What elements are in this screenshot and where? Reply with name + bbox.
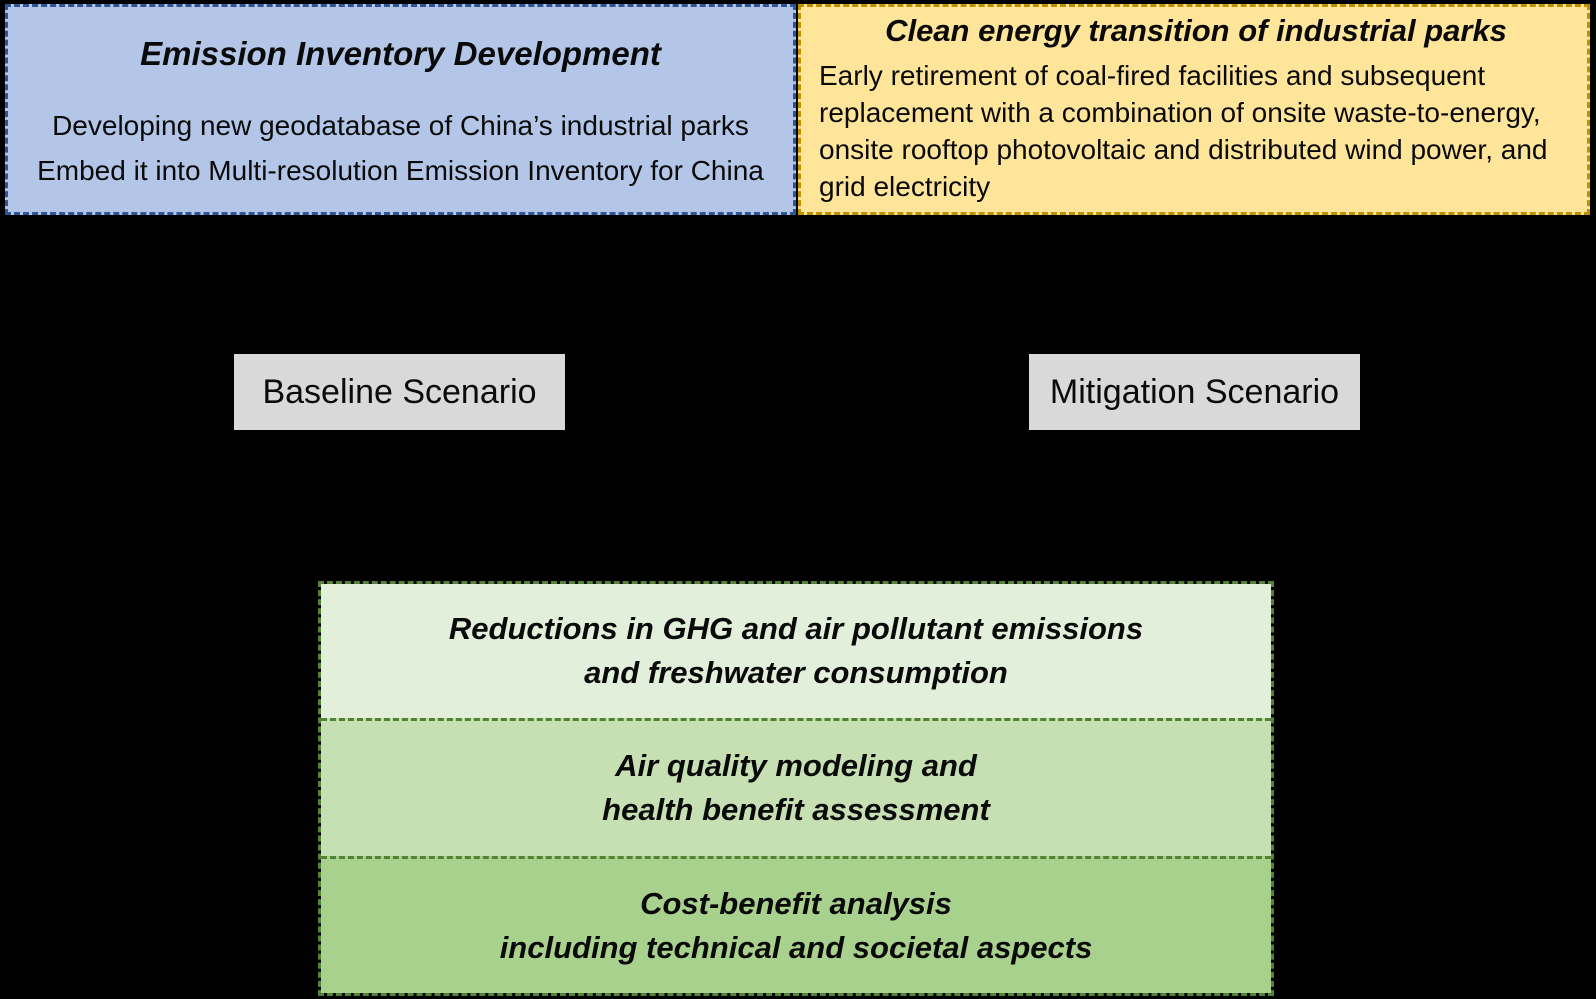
outcome-air-quality-line-2: health benefit assessment (602, 792, 990, 828)
clean-energy-transition-box: Clean energy transition of industrial pa… (798, 4, 1590, 215)
baseline-scenario-box: Baseline Scenario (234, 354, 565, 430)
outcome-cost-benefit-line-2: including technical and societal aspects (499, 929, 1093, 965)
emission-inventory-box: Emission Inventory Development Developin… (5, 4, 796, 215)
clean-energy-transition-title: Clean energy transition of industrial pa… (885, 13, 1507, 48)
emission-inventory-line-1: Developing new geodatabase of China’s in… (52, 110, 749, 141)
baseline-scenario-label: Baseline Scenario (262, 372, 537, 411)
outcomes-stack: Reductions in GHG and air pollutant emis… (318, 581, 1274, 996)
outcome-emissions-reduction-section: Reductions in GHG and air pollutant emis… (321, 584, 1271, 719)
outcome-air-quality-section: Air quality modeling and health benefit … (321, 718, 1271, 856)
emission-inventory-line-2: Embed it into Multi-resolution Emission … (37, 155, 764, 186)
outcome-air-quality-line-1: Air quality modeling and (615, 748, 977, 784)
outcome-cost-benefit-section: Cost-benefit analysis including technica… (321, 855, 1271, 993)
outcome-emissions-reduction-line-2: and freshwater consumption (584, 655, 1008, 691)
outcome-emissions-reduction-line-1: Reductions in GHG and air pollutant emis… (448, 611, 1144, 647)
emission-inventory-title: Emission Inventory Development (140, 35, 661, 72)
clean-energy-transition-description: Early retirement of coal-fired facilitie… (819, 60, 1548, 202)
mitigation-scenario-label: Mitigation Scenario (1049, 372, 1340, 411)
mitigation-scenario-box: Mitigation Scenario (1029, 354, 1360, 430)
outcome-cost-benefit-line-1: Cost-benefit analysis (640, 885, 952, 921)
